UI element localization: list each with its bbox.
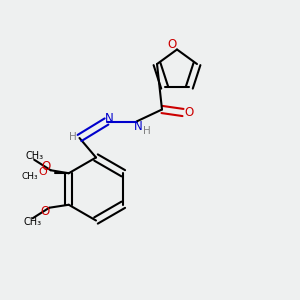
Text: CH₃: CH₃: [21, 172, 38, 181]
Text: N: N: [134, 120, 142, 134]
Text: N: N: [105, 112, 114, 125]
Text: O: O: [184, 106, 194, 119]
Text: O: O: [42, 160, 51, 173]
Text: O: O: [40, 205, 49, 218]
Text: H: H: [143, 126, 151, 136]
Text: CH₃: CH₃: [24, 217, 42, 227]
Text: H: H: [69, 131, 77, 142]
Text: O: O: [168, 38, 177, 51]
Text: O: O: [39, 167, 48, 177]
Text: CH₃: CH₃: [25, 151, 43, 161]
